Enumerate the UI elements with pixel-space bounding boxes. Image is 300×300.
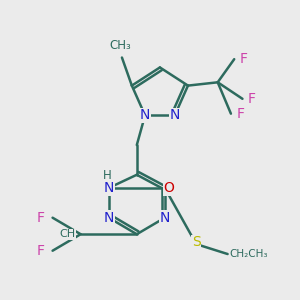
Text: CH₂CH₃: CH₂CH₃ [229,249,268,259]
Text: F: F [236,107,244,121]
Text: N: N [103,181,114,195]
Text: O: O [164,181,174,195]
Text: F: F [239,52,247,66]
Text: N: N [140,108,150,122]
Text: S: S [192,236,201,250]
Text: H: H [103,169,111,182]
Text: CH: CH [60,229,76,239]
Text: F: F [36,244,44,258]
Text: N: N [160,211,170,225]
Text: N: N [103,181,114,195]
Text: CH₃: CH₃ [110,39,131,52]
Text: F: F [248,92,256,106]
Text: F: F [36,211,44,225]
Text: N: N [103,211,114,225]
Text: N: N [169,108,180,122]
